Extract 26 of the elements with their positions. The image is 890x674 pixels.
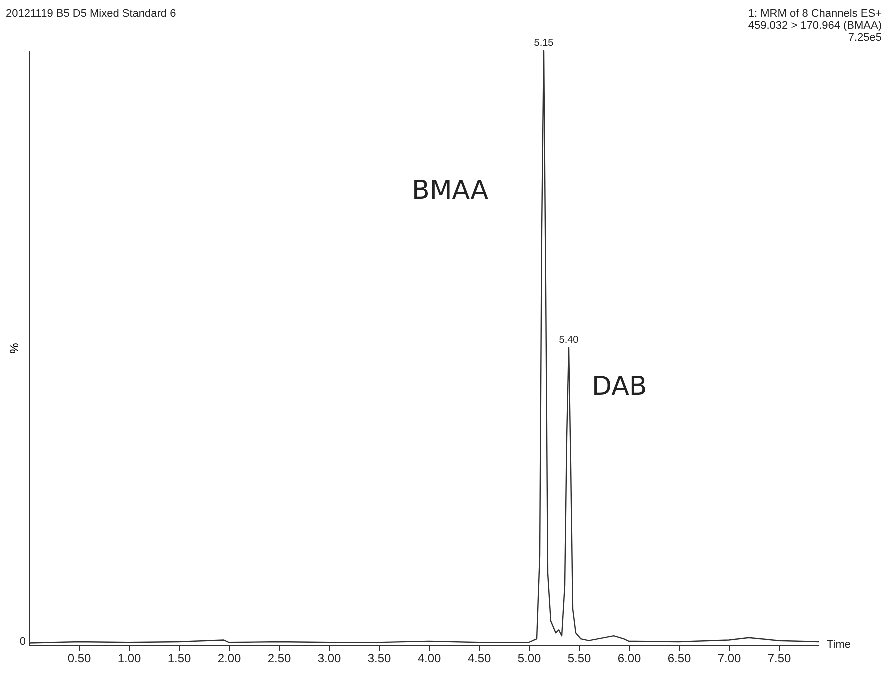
x-axis-title: Time [827, 639, 852, 651]
x-tick-label: 1.00 [118, 652, 142, 666]
x-tick-label: 5.00 [518, 652, 542, 666]
x-tick-label: 6.00 [618, 652, 642, 666]
x-tick-label: 5.50 [568, 652, 592, 666]
annotation: 5.40 [559, 335, 580, 346]
x-tick-label: 2.50 [268, 652, 292, 666]
x-tick-label: 2.00 [218, 652, 242, 666]
x-tick-label: 4.50 [468, 652, 492, 666]
x-tick-label: 7.00 [718, 652, 742, 666]
x-tick-label: 7.50 [768, 652, 792, 666]
annotation: BMAA [412, 176, 489, 206]
text: 459.032 > 170.964 (BMAA) [748, 20, 882, 32]
text: 1: MRM of 8 Channels ES+ [748, 8, 882, 20]
x-tick-label: 6.50 [668, 652, 692, 666]
x-tick-label: 4.00 [418, 652, 442, 666]
x-tick-label: 3.50 [368, 652, 392, 666]
y-axis-title: % [8, 342, 22, 354]
chart-title: 20121119 B5 D5 Mixed Standard 6 [6, 8, 176, 20]
annotation: DAB [592, 372, 648, 402]
x-tick-label: 0.50 [68, 652, 92, 666]
annotation: 5.15 [534, 38, 554, 49]
x-tick-label: 3.00 [318, 652, 342, 666]
text: 0 [20, 636, 26, 648]
x-tick-label: 1.50 [168, 652, 192, 666]
text: 7.25e5 [847, 32, 882, 44]
